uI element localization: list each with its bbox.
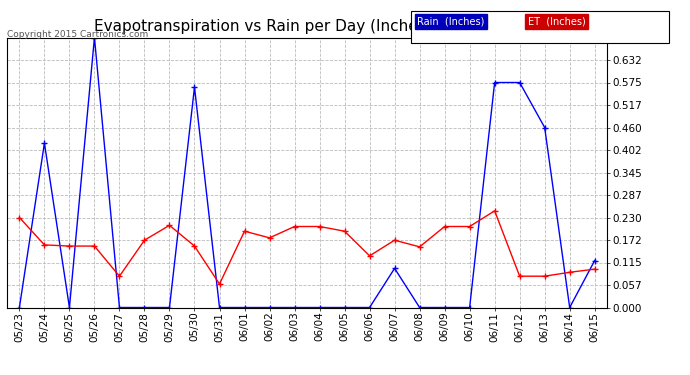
Text: Copyright 2015 Cartronics.com: Copyright 2015 Cartronics.com — [7, 30, 148, 39]
Text: ET  (Inches): ET (Inches) — [528, 17, 586, 27]
Text: Evapotranspiration vs Rain per Day (Inches) 20150616: Evapotranspiration vs Rain per Day (Inch… — [94, 19, 513, 34]
Text: Rain  (Inches): Rain (Inches) — [417, 17, 485, 27]
